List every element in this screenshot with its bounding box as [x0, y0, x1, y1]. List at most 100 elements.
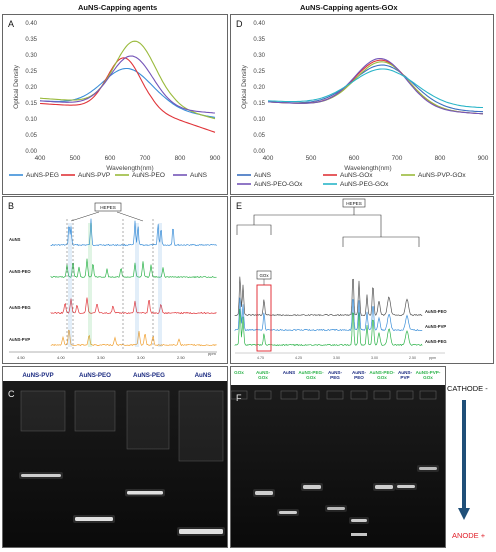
a-xtick-label: 700: [140, 155, 151, 162]
panel-b-svg: B HEPES AuNS AuNS-PEO AuNS-PEG AuNS-PVP 4.5…: [8, 201, 217, 360]
panel-c-letter: C: [8, 389, 15, 399]
c-band: [21, 474, 61, 477]
panel-a-uv-vis-capping: A Optical Density 0.00 0.05 0.10 0.15 0.20 0.…: [2, 14, 228, 195]
f-lane-label: AuNS-GOx: [256, 370, 271, 380]
e-trace-label: AuNS-PEO: [425, 309, 447, 314]
panel-e-traces: AuNS-PEO AuNS-PVP AuNS-PEG GOx: [234, 207, 447, 352]
f-well: [326, 390, 344, 400]
panel-d-legend: AuNS AuNS-GOx AuNS-PVP-GOx AuNS-PEO-GOx AuNS…: [237, 172, 466, 188]
panel-c-svg: C AuNS-PVP AuNS-PEO AuNS-PEG AuNS: [3, 372, 227, 547]
a-legend-label: AuNS-PEG: [26, 172, 59, 179]
a-spectrum-line: [39, 67, 216, 118]
panel-c-gel-capping: C AuNS-PVP AuNS-PEO AuNS-PEG AuNS: [2, 366, 228, 548]
b-nmr-trace: [50, 329, 217, 347]
f-band: [375, 485, 393, 489]
panel-a-svg: A Optical Density 0.000.050.100.150.200.…: [8, 19, 221, 179]
b-nmr-trace: [50, 297, 217, 315]
b-axis-tick: 3.00: [137, 355, 146, 360]
b-axis-tick: 3.50: [97, 355, 106, 360]
f-band: [419, 467, 437, 470]
d-legend-label: AuNS-PEO-GOx: [254, 181, 303, 188]
b-trace-label: AuNS-PEG: [9, 305, 31, 310]
panel-f-gel-gox: F GOx AuNS-GOx AuNS AuNS-PEG-GOx AuNS-PEG AuN…: [230, 366, 446, 548]
b-highlight-band: [135, 223, 139, 347]
panel-a-letter: A: [8, 19, 14, 29]
f-lane-label-line2: GOx: [258, 375, 268, 380]
f-lane-label: AuNS-PEO: [352, 370, 367, 380]
a-ytick-label: 0.15: [25, 101, 37, 107]
d-spectrum-line: [267, 57, 484, 115]
a-xtick-label: 600: [105, 155, 116, 162]
d-spectrum-line: [267, 68, 483, 109]
f-band: [351, 519, 367, 522]
d-ytick-label: 0.20: [253, 85, 265, 91]
d-legend-label: AuNS-PEG-GOx: [340, 181, 389, 188]
f-band: [279, 511, 297, 514]
a-xtick-label: 900: [210, 155, 221, 162]
c-lane-label: AuNS-PVP: [22, 372, 53, 379]
a-spectrum-line: [39, 40, 216, 120]
d-ytick-label: 0.15: [253, 101, 265, 107]
f-lane-label-line2: GOx: [423, 375, 433, 380]
e-axis-tick: 3.50: [333, 356, 340, 360]
a-xtick-label: 800: [175, 155, 186, 162]
b-trace-label: AuNS: [9, 237, 21, 242]
a-ytick-label: 0.00: [25, 149, 37, 155]
e-nmr-trace: [234, 297, 423, 332]
e-nmr-trace: [234, 308, 423, 347]
a-spectrum-line: [39, 55, 216, 114]
panel-e-axis: 4.75 4.25 3.50 3.00 2.50 ppm: [235, 352, 445, 360]
f-band: [327, 507, 345, 510]
c-lane-label: AuNS-PEG: [133, 372, 165, 379]
a-ytick-label: 0.10: [25, 117, 37, 123]
c-well-outline: [178, 390, 224, 462]
panel-a-legend: AuNS-PEG AuNS-PVP AuNS-PEO AuNS: [9, 172, 208, 179]
f-well: [280, 390, 298, 400]
e-axis-tick: 2.50: [409, 356, 416, 360]
c-band: [179, 529, 223, 534]
d-legend-label: AuNS-PVP-GOx: [418, 172, 466, 179]
panel-d-xlabel: Wavelength(nm): [344, 165, 391, 172]
b-axis-tick: 4.50: [17, 355, 26, 360]
b-highlight-band: [88, 223, 92, 347]
a-legend-label: AuNS: [190, 172, 208, 179]
c-lane-label: AuNS-PEO: [79, 372, 111, 379]
e-trace-label: AuNS-PVP: [425, 324, 446, 329]
b-hepes-pointer: [116, 211, 144, 222]
d-ytick-label: 0.30: [253, 53, 265, 59]
panel-a-xlabel: Wavelength(nm): [106, 165, 153, 172]
f-lane-label: AuNS-PVP: [398, 370, 413, 380]
f-lane-label: AuNS-PEG: [328, 370, 343, 380]
panel-b-hepes-box: [94, 202, 122, 212]
panel-b-traces: AuNS AuNS-PEO AuNS-PEG AuNS-PVP: [9, 211, 217, 349]
panel-d-yticks: 0.00 0.05 0.10 0.15 0.20 0.25 0.30 0.35 0.40: [253, 21, 265, 155]
c-well-outline: [74, 390, 116, 432]
panel-b-axis: 4.50 4.00 3.50 3.00 2.50 ppm: [9, 351, 217, 360]
a-legend-label: AuNS-PEO: [132, 172, 165, 179]
e-gox-label: GOx: [259, 273, 269, 278]
panel-f-gel-background: [231, 385, 445, 547]
f-band: [255, 491, 273, 495]
f-lane-label-line1: AuNS-: [398, 370, 413, 375]
migration-arrow-head: [458, 508, 470, 520]
d-ytick-label: 0.35: [253, 37, 265, 43]
f-lane-label-line2: GOx: [306, 375, 316, 380]
c-lane-label: AuNS: [195, 372, 212, 379]
panel-e-nmr-gox: E HEPES AuNS-PEO AuNS-PVP AuNS-PEG GOx 4.75…: [230, 196, 494, 364]
panel-b-hepes-label: HEPES: [100, 205, 116, 210]
f-lane-label: AuNS-PEO-GOx: [369, 370, 395, 380]
d-xtick-label: 600: [349, 155, 360, 162]
a-ytick-label: 0.30: [25, 53, 37, 59]
b-trace-label: AuNS-PEO: [9, 269, 31, 274]
d-ytick-label: 0.05: [253, 133, 265, 139]
anode-label: ANODE +: [452, 531, 486, 540]
panel-e-hepes-label: HEPES: [346, 201, 362, 206]
c-band: [127, 491, 163, 495]
f-band: [303, 485, 321, 489]
a-spectrum-line: [39, 57, 216, 133]
e-hepes-bracket-left: [236, 224, 272, 235]
b-axis-tick: 4.00: [57, 355, 66, 360]
a-xtick-label: 500: [70, 155, 81, 162]
